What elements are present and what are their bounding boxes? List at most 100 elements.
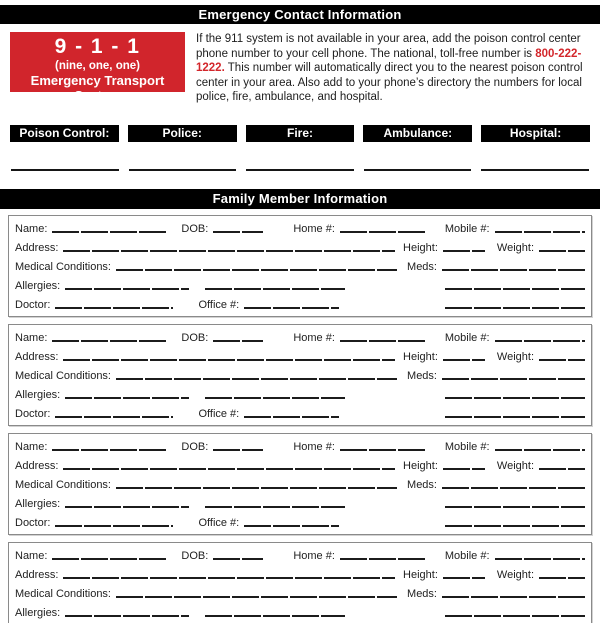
weight-blank-line bbox=[539, 359, 585, 361]
dob-blank-line bbox=[213, 231, 264, 233]
address-label: Address: bbox=[15, 459, 59, 472]
member-row-3: Medical Conditions: Meds: bbox=[15, 474, 585, 493]
height-label: Height: bbox=[403, 568, 438, 581]
nine-one-one-number: 9 - 1 - 1 bbox=[54, 35, 141, 58]
meds-label: Meds: bbox=[407, 260, 437, 273]
home-number-label: Home #: bbox=[293, 331, 335, 344]
allergies-blank-line bbox=[65, 506, 190, 508]
meds-blank-line bbox=[442, 378, 585, 380]
instructions-paragraph: If the 911 system is not available in yo… bbox=[196, 32, 592, 105]
meds-blank-line bbox=[442, 269, 585, 271]
weight-label: Weight: bbox=[496, 568, 534, 581]
mobile-number-label: Mobile #: bbox=[444, 440, 490, 453]
name-blank-line bbox=[52, 558, 168, 560]
home-number-label: Home #: bbox=[293, 440, 335, 453]
mobile-number-blank-line bbox=[494, 231, 585, 233]
emergency-label-ambulance: Ambulance: bbox=[363, 124, 473, 142]
member-row-1: Name: DOB: Home #: Mobile #: bbox=[15, 545, 585, 564]
address-label: Address: bbox=[15, 568, 59, 581]
emergency-label-poison-control: Poison Control: bbox=[10, 124, 119, 142]
meds-blank-line bbox=[442, 487, 585, 489]
fire-blank-line bbox=[246, 168, 354, 171]
name-label: Name: bbox=[15, 331, 48, 344]
home-number-blank-line bbox=[339, 340, 425, 342]
member-row-5: Doctor: Office #: bbox=[15, 512, 585, 531]
mobile-number-blank-line bbox=[494, 449, 585, 451]
allergies-blank-line-2 bbox=[205, 615, 346, 617]
medical-conditions-label: Medical Conditions: bbox=[15, 587, 111, 600]
family-member-card: Name: DOB: Home #: Mobile #: Address: He… bbox=[8, 432, 592, 535]
height-label: Height: bbox=[403, 459, 438, 472]
medical-conditions-blank-line bbox=[116, 487, 398, 489]
emergency-label-fire: Fire: bbox=[245, 124, 355, 142]
name-label: Name: bbox=[15, 549, 48, 562]
home-number-blank-line bbox=[339, 231, 425, 233]
weight-blank-line bbox=[539, 468, 585, 470]
height-blank-line bbox=[442, 577, 485, 579]
emergency-blank-lines-row bbox=[11, 168, 589, 171]
instructions-text-after: This number will automatically direct yo… bbox=[196, 62, 583, 104]
doctor-blank-line bbox=[55, 307, 174, 309]
nine-one-one-words: (nine, one, one) bbox=[55, 60, 140, 72]
weight-blank-line bbox=[539, 577, 585, 579]
member-row-4: Allergies: bbox=[15, 275, 585, 294]
meds-blank-line-2 bbox=[445, 506, 585, 508]
member-row-1: Name: DOB: Home #: Mobile #: bbox=[15, 218, 585, 237]
family-member-card: Name: DOB: Home #: Mobile #: Address: He… bbox=[8, 214, 592, 317]
office-number-label: Office #: bbox=[198, 407, 240, 420]
office-number-blank-line bbox=[244, 416, 340, 418]
instructions-text-before: If the 911 system is not available in yo… bbox=[196, 33, 581, 60]
doctor-blank-line bbox=[55, 416, 174, 418]
dob-label: DOB: bbox=[181, 549, 209, 562]
member-row-2: Address: Height: Weight: bbox=[15, 564, 585, 583]
dob-blank-line bbox=[213, 340, 264, 342]
allergies-blank-line bbox=[65, 397, 190, 399]
mobile-number-label: Mobile #: bbox=[444, 222, 490, 235]
allergies-blank-line-2 bbox=[205, 397, 346, 399]
emergency-labels-row: Poison Control: Police: Fire: Ambulance:… bbox=[10, 124, 590, 142]
meds-blank-line-2 bbox=[445, 288, 585, 290]
medical-conditions-blank-line bbox=[116, 596, 398, 598]
weight-label: Weight: bbox=[496, 350, 534, 363]
dob-label: DOB: bbox=[181, 440, 209, 453]
dob-label: DOB: bbox=[181, 331, 209, 344]
meds-blank-line bbox=[442, 596, 585, 598]
allergies-blank-line-2 bbox=[205, 288, 346, 290]
dob-blank-line bbox=[213, 558, 264, 560]
mobile-number-label: Mobile #: bbox=[444, 331, 490, 344]
name-blank-line bbox=[52, 340, 168, 342]
police-blank-line bbox=[128, 168, 237, 171]
doctor-label: Doctor: bbox=[15, 516, 51, 529]
medical-conditions-blank-line bbox=[116, 378, 398, 380]
doctor-label: Doctor: bbox=[15, 407, 51, 420]
member-row-2: Address: Height: Weight: bbox=[15, 346, 585, 365]
medical-conditions-label: Medical Conditions: bbox=[15, 478, 111, 491]
height-label: Height: bbox=[403, 350, 438, 363]
office-number-blank-line bbox=[244, 307, 340, 309]
family-member-card: Name: DOB: Home #: Mobile #: Address: He… bbox=[8, 541, 592, 623]
address-label: Address: bbox=[15, 350, 59, 363]
allergies-label: Allergies: bbox=[15, 279, 61, 292]
medical-conditions-blank-line bbox=[116, 269, 398, 271]
mobile-number-label: Mobile #: bbox=[444, 549, 490, 562]
height-blank-line bbox=[442, 468, 485, 470]
weight-blank-line bbox=[539, 250, 585, 252]
member-row-4: Allergies: bbox=[15, 493, 585, 512]
mobile-number-blank-line bbox=[494, 558, 585, 560]
member-row-5: Doctor: Office #: bbox=[15, 294, 585, 313]
mobile-number-blank-line bbox=[494, 340, 585, 342]
address-blank-line bbox=[63, 250, 396, 252]
hospital-blank-line bbox=[481, 168, 589, 171]
member-row-3: Medical Conditions: Meds: bbox=[15, 256, 585, 275]
address-blank-line bbox=[63, 577, 396, 579]
member-row-1: Name: DOB: Home #: Mobile #: bbox=[15, 436, 585, 455]
page-title: Emergency Contact Information bbox=[198, 7, 402, 22]
name-blank-line bbox=[52, 231, 168, 233]
doctor-blank-line bbox=[55, 525, 174, 527]
emergency-label-hospital: Hospital: bbox=[481, 124, 590, 142]
medical-conditions-label: Medical Conditions: bbox=[15, 260, 111, 273]
meds-label: Meds: bbox=[407, 478, 437, 491]
dob-label: DOB: bbox=[181, 222, 209, 235]
address-blank-line bbox=[63, 468, 396, 470]
